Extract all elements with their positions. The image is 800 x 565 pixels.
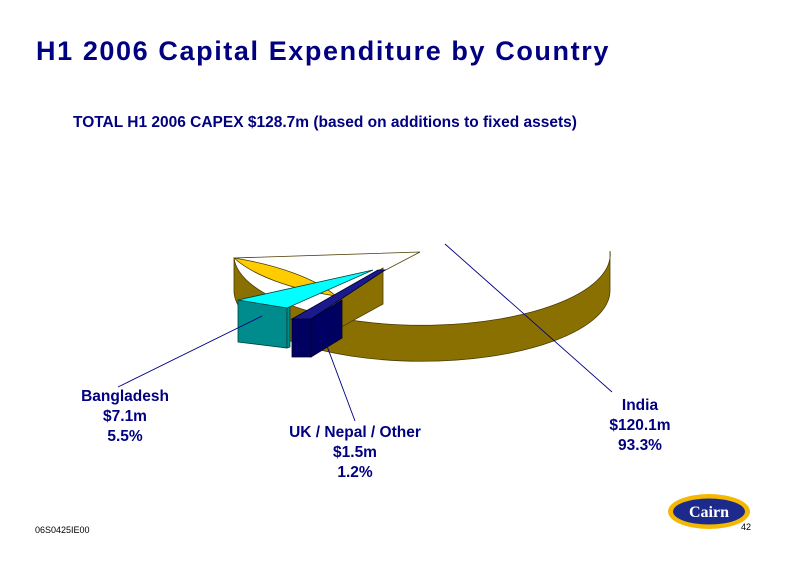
slice-label-india: India <box>621 397 659 414</box>
chart-subtitle: TOTAL H1 2006 CAPEX $128.7m (based on ad… <box>73 114 577 131</box>
slice-india <box>232 251 421 297</box>
slice-bangladesh-wall <box>286 306 291 349</box>
slice-value-india: $120.1m <box>609 417 671 434</box>
slice-value-bangladesh: $7.1m <box>103 408 147 425</box>
slice-uk-nepal-other-side <box>291 318 312 358</box>
data-label-bangladesh: Bangladesh $7.1m 5.5% <box>60 387 190 447</box>
cairn-logo: Cairn <box>668 494 750 529</box>
leader-line-india <box>444 243 613 393</box>
data-label-uk-nepal-other: UK / Nepal / Other $1.5m 1.2% <box>270 423 440 483</box>
slice-value-uk-nepal-other: $1.5m <box>333 444 377 461</box>
slice-label-uk-nepal-other: UK / Nepal / Other <box>289 424 421 441</box>
page-title: H1 2006 Capital Expenditure by Country <box>36 36 610 66</box>
footer-document-code: 06S0425IE00 <box>35 525 90 535</box>
data-label-india: India $120.1m 93.3% <box>580 396 700 456</box>
leader-line-bangladesh <box>117 315 263 388</box>
slice-bangladesh <box>237 269 374 309</box>
slice-label-bangladesh: Bangladesh <box>81 388 169 405</box>
logo-wordmark: Cairn <box>689 504 729 521</box>
slice-percent-bangladesh: 5.5% <box>107 428 143 445</box>
leader-line-uk-nepal-other <box>317 321 356 422</box>
slice-percent-uk-nepal-other: 1.2% <box>337 464 373 481</box>
page-number: 42 <box>741 522 752 532</box>
slice-percent-india: 93.3% <box>618 437 662 454</box>
slice-uk-nepal-other <box>290 269 387 320</box>
